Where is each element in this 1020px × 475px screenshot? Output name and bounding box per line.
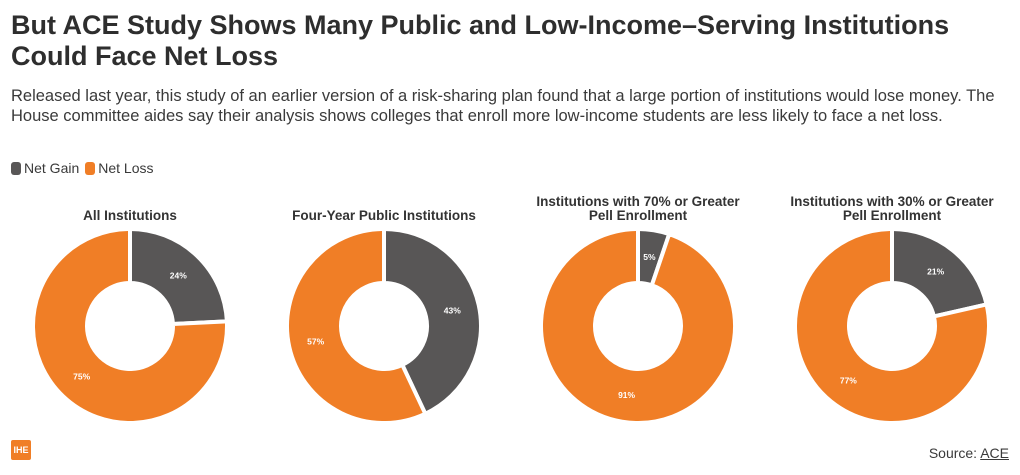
chart-subtitle: Released last year, this study of an ear… <box>11 87 995 125</box>
donut-title: Institutions with 70% or Greater Pell Enr… <box>536 194 740 223</box>
donut-slice-net-loss[interactable] <box>285 227 428 425</box>
ihe-logo: IHE <box>11 440 31 460</box>
slice-value-label: 57% <box>307 336 324 346</box>
donut-title: Institutions with 30% or Greater Pell Enr… <box>790 194 994 223</box>
source-note: Source: ACE <box>929 445 1009 461</box>
legend-label-net-gain: Net Gain <box>24 160 80 176</box>
legend-swatch-net-loss <box>85 161 96 175</box>
donut-chart-4: Institutions with 30% or Greater Pell Enr… <box>790 194 994 425</box>
donut-slice-net-loss[interactable] <box>793 227 991 425</box>
slice-value-label: 5% <box>643 252 656 262</box>
donut-title: Four-Year Public Institutions <box>292 208 476 223</box>
chart-title: But ACE Study Shows Many Public and Low-… <box>11 10 950 71</box>
donut-chart-1: All Institutions 24% 75% <box>31 208 229 425</box>
slice-value-label: 77% <box>840 376 857 386</box>
donut-slice-net-gain[interactable] <box>890 227 989 319</box>
donut-chart-2: Four-Year Public Institutions 43% 57% <box>285 208 483 425</box>
source-prefix: Source: <box>928 445 978 461</box>
donut-title: All Institutions <box>83 208 177 223</box>
legend-label-net-loss: Net Loss <box>98 160 154 176</box>
donut-slice-net-gain[interactable] <box>382 227 483 416</box>
slice-value-label: 75% <box>73 372 90 382</box>
slice-value-label: 91% <box>618 390 635 400</box>
donut-slice-net-loss[interactable] <box>31 227 229 425</box>
legend-item-net-gain[interactable]: Net Gain <box>11 160 79 176</box>
source-link[interactable]: ACE <box>980 445 1009 461</box>
slice-value-label: 21% <box>927 266 944 276</box>
slice-value-label: 24% <box>170 270 187 280</box>
slice-value-label: 43% <box>444 306 461 316</box>
donut-slice-net-gain[interactable] <box>128 227 229 326</box>
legend: Net Gain Net Loss <box>11 160 160 176</box>
legend-item-net-loss[interactable]: Net Loss <box>85 160 154 176</box>
donut-slice-net-loss[interactable] <box>539 227 737 425</box>
legend-swatch-net-gain <box>11 161 21 175</box>
donut-chart-3: Institutions with 70% or Greater Pell Enr… <box>536 194 740 425</box>
